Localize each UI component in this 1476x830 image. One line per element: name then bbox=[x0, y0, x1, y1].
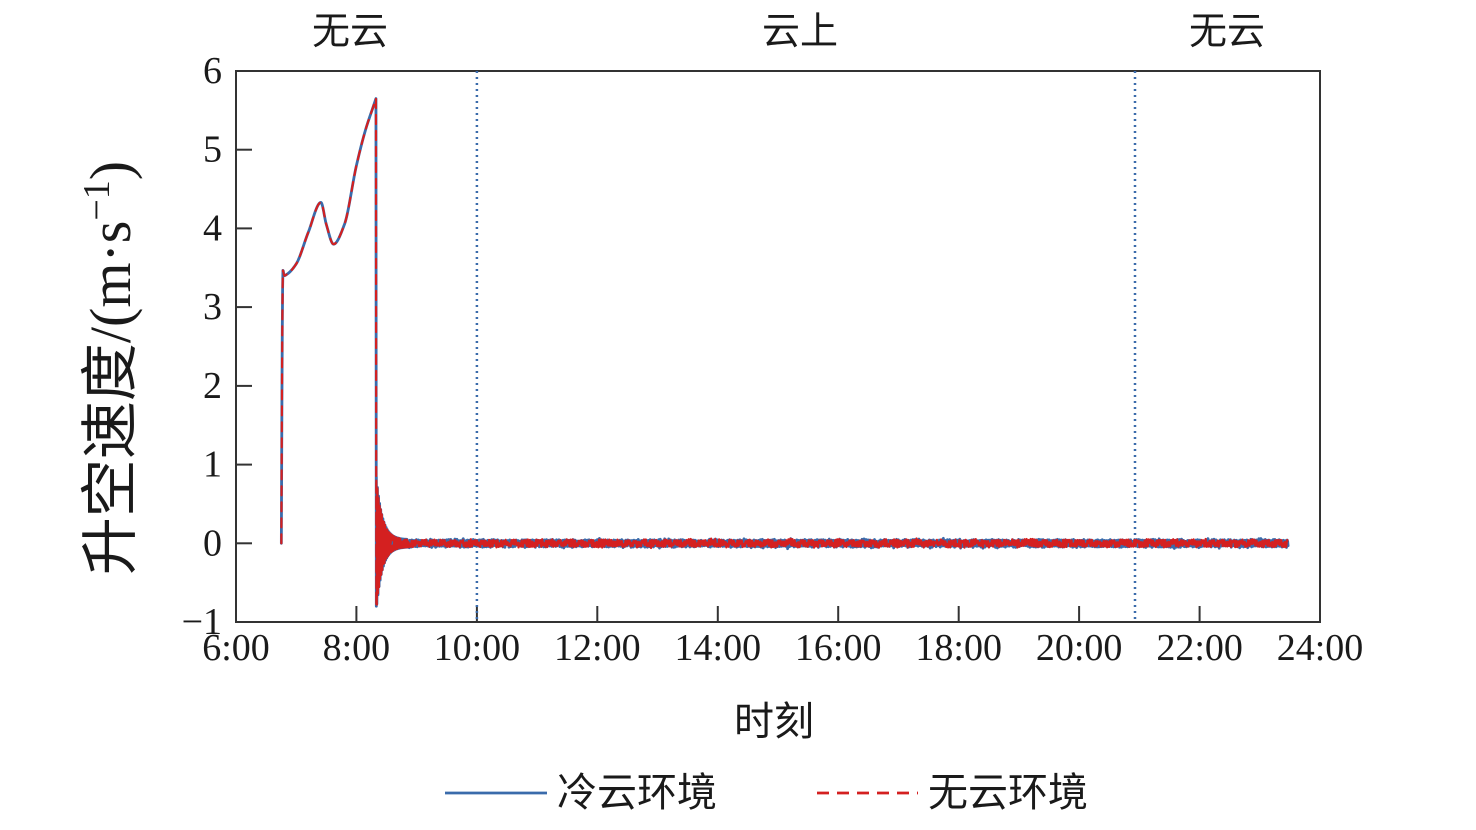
svg-text:云上: 云上 bbox=[762, 11, 838, 53]
svg-text:16:00: 16:00 bbox=[795, 627, 882, 669]
svg-text:6:00: 6:00 bbox=[202, 627, 270, 669]
svg-text:4: 4 bbox=[203, 207, 222, 249]
svg-text:3: 3 bbox=[203, 286, 222, 328]
svg-text:22:00: 22:00 bbox=[1156, 627, 1243, 669]
svg-text:时刻: 时刻 bbox=[734, 699, 814, 744]
svg-text:12:00: 12:00 bbox=[554, 627, 641, 669]
svg-text:18:00: 18:00 bbox=[915, 627, 1002, 669]
svg-text:升空速度/(m·s−1): 升空速度/(m·s−1) bbox=[76, 161, 143, 575]
svg-text:无云环境: 无云环境 bbox=[928, 770, 1088, 815]
svg-text:10:00: 10:00 bbox=[434, 627, 521, 669]
svg-text:0: 0 bbox=[203, 522, 222, 564]
svg-text:1: 1 bbox=[203, 444, 222, 486]
svg-text:无云: 无云 bbox=[1189, 11, 1265, 53]
svg-text:2: 2 bbox=[203, 365, 222, 407]
svg-text:无云: 无云 bbox=[312, 11, 388, 53]
svg-text:20:00: 20:00 bbox=[1036, 627, 1123, 669]
svg-text:5: 5 bbox=[203, 129, 222, 171]
svg-text:14:00: 14:00 bbox=[675, 627, 762, 669]
svg-text:冷云环境: 冷云环境 bbox=[557, 770, 717, 815]
svg-text:6: 6 bbox=[203, 50, 222, 92]
svg-text:24:00: 24:00 bbox=[1277, 627, 1364, 669]
svg-text:8:00: 8:00 bbox=[323, 627, 391, 669]
